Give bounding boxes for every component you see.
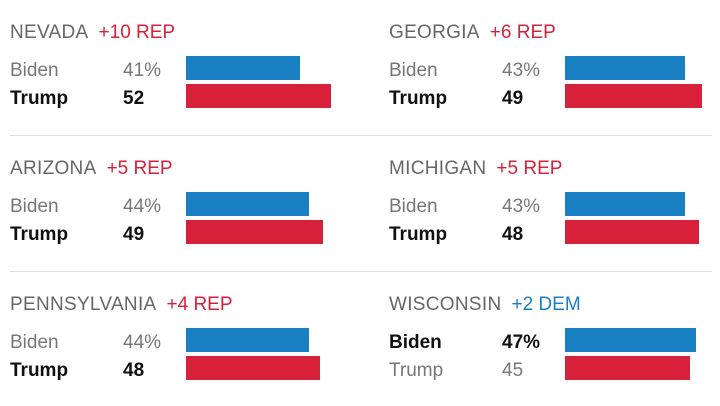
state-header: MICHIGAN +5 REP [389,158,562,180]
candidate-row-biden: Biden 41% [10,56,350,84]
state-panel-wisconsin: WISCONSIN +2 DEM Biden 47% Trump 45 [389,272,720,382]
poll-value: 45 [502,360,524,381]
candidate-name: Biden [389,60,438,81]
state-header: PENNSYLVANIA +4 REP [10,294,233,316]
candidate-row-trump: Trump 52 [10,84,350,112]
state-name: NEVADA [10,22,89,43]
candidate-row-trump: Trump 49 [389,84,720,112]
candidate-row-biden: Biden 47% [389,328,720,356]
candidate-name: Biden [10,60,59,81]
candidate-row-biden: Biden 43% [389,56,720,84]
margin-label: +5 REP [106,158,173,179]
state-name: PENNSYLVANIA [10,294,157,315]
state-header: WISCONSIN +2 DEM [389,294,581,316]
bar-biden [186,56,300,80]
state-panel-arizona: ARIZONA +5 REP Biden 44% Trump 49 [10,136,350,246]
bar-biden [565,192,685,216]
bar-biden [186,328,309,352]
poll-value: 44% [123,196,162,217]
bar-trump [186,220,323,244]
bar-trump [565,84,702,108]
candidate-name: Trump [389,88,448,109]
candidate-row-trump: Trump 45 [389,356,720,384]
candidate-name: Trump [389,360,444,381]
candidate-name: Trump [389,224,448,245]
margin-label: +4 REP [166,294,233,315]
row-divider-2 [10,271,712,272]
poll-value: 52 [123,88,145,109]
state-name: MICHIGAN [389,158,487,179]
state-panel-georgia: GEORGIA +6 REP Biden 43% Trump 49 [389,0,720,110]
candidate-name: Trump [10,360,69,381]
bar-trump [565,220,699,244]
candidate-row-biden: Biden 44% [10,328,350,356]
candidate-name: Trump [10,88,69,109]
poll-value: 48 [502,224,524,245]
state-header: ARIZONA +5 REP [10,158,173,180]
poll-value: 48 [123,360,145,381]
poll-value: 41% [123,60,162,81]
row-divider-1 [10,135,712,136]
state-header: NEVADA +10 REP [10,22,175,44]
bar-trump [186,356,320,380]
poll-value: 44% [123,332,162,353]
candidate-row-trump: Trump 48 [10,356,350,384]
state-header: GEORGIA +6 REP [389,22,556,44]
state-panel-nevada: NEVADA +10 REP Biden 41% Trump 52 [10,0,350,110]
candidate-name: Trump [10,224,69,245]
bar-biden [565,56,685,80]
margin-label: +6 REP [489,22,556,43]
candidate-row-trump: Trump 48 [389,220,720,248]
poll-value: 49 [502,88,524,109]
bar-biden [186,192,309,216]
candidate-name: Biden [389,332,442,353]
margin-label: +2 DEM [511,294,581,315]
poll-value: 49 [123,224,145,245]
candidate-row-trump: Trump 49 [10,220,350,248]
state-name: GEORGIA [389,22,480,43]
state-name: ARIZONA [10,158,97,179]
bar-trump [565,356,690,380]
margin-label: +5 REP [496,158,563,179]
bar-trump [186,84,331,108]
state-name: WISCONSIN [389,294,502,315]
candidate-name: Biden [10,196,59,217]
poll-value: 43% [502,196,541,217]
candidate-row-biden: Biden 43% [389,192,720,220]
poll-value: 47% [502,332,541,353]
candidate-name: Biden [389,196,438,217]
state-panel-pennsylvania: PENNSYLVANIA +4 REP Biden 44% Trump 48 [10,272,350,382]
candidate-row-biden: Biden 44% [10,192,350,220]
candidate-name: Biden [10,332,59,353]
bar-biden [565,328,696,352]
state-panel-michigan: MICHIGAN +5 REP Biden 43% Trump 48 [389,136,720,246]
poll-value: 43% [502,60,541,81]
margin-label: +10 REP [98,22,176,43]
